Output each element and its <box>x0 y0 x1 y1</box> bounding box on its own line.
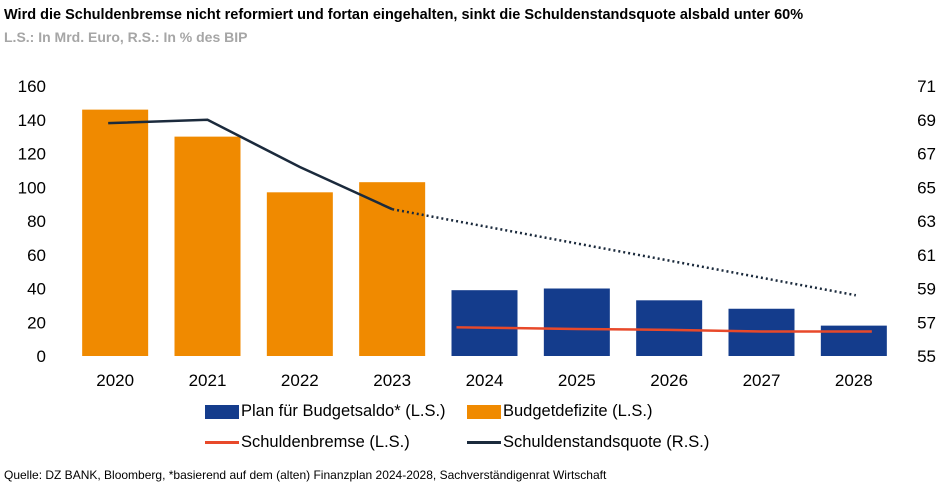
bar-budgetdefizit <box>359 182 426 356</box>
source-note: Quelle: DZ BANK, Bloomberg, *basierend a… <box>4 468 607 482</box>
line-schuldenstandsquote <box>108 118 393 211</box>
legend-swatch-red-line <box>205 441 239 444</box>
legend-label-schuldenbremse: Schuldenbremse (L.S.) <box>241 433 410 451</box>
y-right-tick-label: 69 <box>917 111 936 130</box>
y-right-tick-label: 57 <box>917 313 936 332</box>
y-left-tick-label: 20 <box>27 313 46 332</box>
x-tick-label: 2021 <box>189 371 227 390</box>
y-left-tick-label: 80 <box>27 212 46 231</box>
x-tick-label: 2026 <box>650 371 688 390</box>
y-right-tick-label: 55 <box>917 347 936 366</box>
x-tick-label: 2027 <box>743 371 781 390</box>
y-left-tick-label: 60 <box>27 246 46 265</box>
y-left-tick-label: 140 <box>18 111 46 130</box>
bar-budgetdefizit <box>266 192 333 356</box>
legend-swatch-navy <box>205 404 239 419</box>
x-tick-label: 2024 <box>466 371 504 390</box>
y-left-tick-label: 160 <box>18 77 46 96</box>
legend-label-budgetdefizite: Budgetdefizite (L.S.) <box>503 402 653 420</box>
line-schuldenbremse <box>456 326 872 333</box>
x-tick-label: 2023 <box>373 371 411 390</box>
legend-swatch-dark-line <box>467 441 501 444</box>
legend-item-schuldenstandsquote: Schuldenstandsquote (R.S.) <box>467 433 709 452</box>
chart-title: Wird die Schuldenbremse nicht reformiert… <box>4 7 804 23</box>
x-tick-label: 2028 <box>835 371 873 390</box>
legend-item-budgetdefizite: Budgetdefizite (L.S.) <box>467 402 653 421</box>
legend-item-schuldenbremse: Schuldenbremse (L.S.) <box>205 433 410 452</box>
y-right-tick-label: 61 <box>917 246 936 265</box>
legend-label-plan-budgetsaldo: Plan für Budgetsaldo* (L.S.) <box>241 402 446 420</box>
legend-swatch-orange <box>467 404 501 419</box>
bar-plan-budgetsaldo <box>451 290 518 356</box>
y-right-tick-label: 63 <box>917 212 936 231</box>
bar-plan-budgetsaldo <box>820 325 887 356</box>
bar-plan-budgetsaldo <box>636 300 703 356</box>
x-tick-label: 2022 <box>281 371 319 390</box>
y-left-tick-label: 100 <box>18 178 46 197</box>
y-left-tick-label: 120 <box>18 145 46 164</box>
y-right-tick-label: 67 <box>917 145 936 164</box>
bar-budgetdefizit <box>174 136 241 356</box>
bar-plan-budgetsaldo <box>543 288 610 356</box>
legend-label-schuldenstandsquote: Schuldenstandsquote (R.S.) <box>503 433 710 451</box>
legend-item-plan-budgetsaldo: Plan für Budgetsaldo* (L.S.) <box>205 402 446 421</box>
y-left-tick-label: 40 <box>27 280 46 299</box>
y-right-tick-label: 71 <box>917 77 936 96</box>
x-tick-label: 2020 <box>96 371 134 390</box>
y-right-tick-label: 65 <box>917 178 936 197</box>
chart-subtitle: L.S.: In Mrd. Euro, R.S.: In % des BIP <box>4 29 248 45</box>
x-tick-label: 2025 <box>558 371 596 390</box>
y-left-tick-label: 0 <box>37 347 46 366</box>
line-schuldenstandsquote-projection <box>391 207 857 297</box>
y-right-tick-label: 59 <box>917 280 936 299</box>
bar-budgetdefizit <box>82 109 149 356</box>
chart-plot: 0 20 40 60 80 100 120 140 160 55 57 59 61 63 65 67 69 71 2… <box>18 77 936 390</box>
